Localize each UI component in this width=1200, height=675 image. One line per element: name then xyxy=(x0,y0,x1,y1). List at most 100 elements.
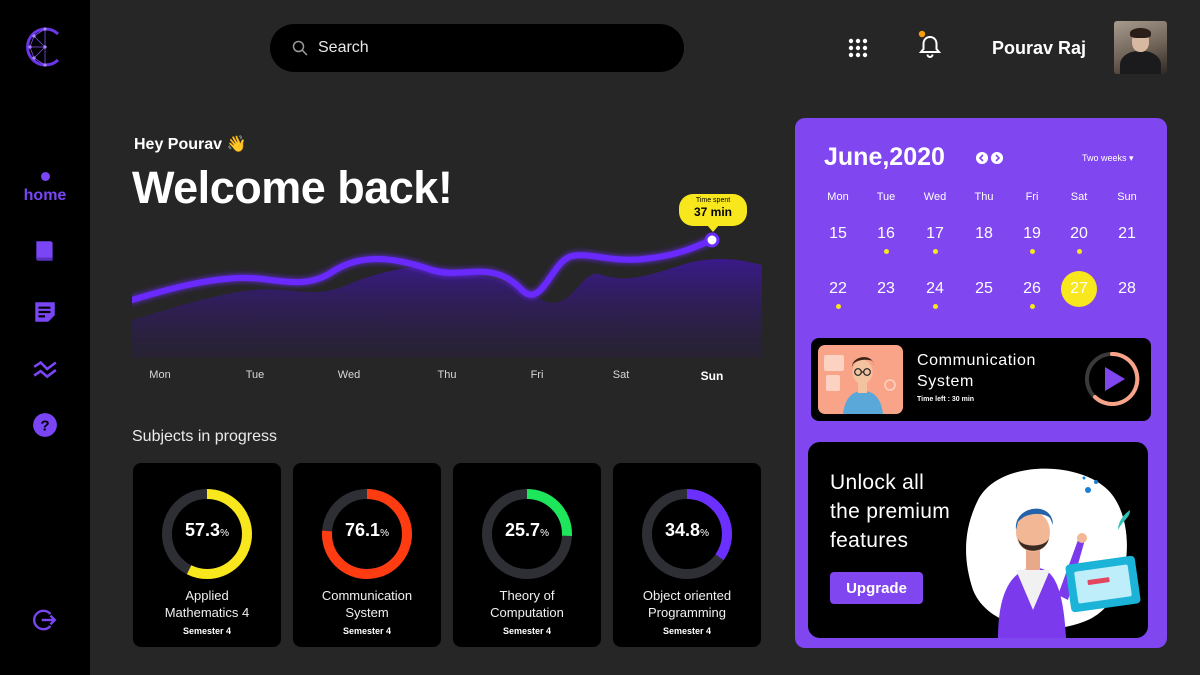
calendar-date[interactable]: 18 xyxy=(975,225,993,242)
subject-card[interactable]: 57.3% Applied Mathematics 4 Semester 4 xyxy=(133,463,281,647)
weekday-label: Fri xyxy=(1025,191,1039,203)
calendar-date[interactable]: 22 xyxy=(829,280,847,297)
svg-text:?: ? xyxy=(40,417,49,434)
notification-bell-icon[interactable] xyxy=(918,30,942,60)
semester-label: Semester 4 xyxy=(662,626,712,636)
current-course-card[interactable]: Communication System Time left : 30 min xyxy=(811,338,1151,421)
subject-name: Communication System xyxy=(321,588,413,620)
day-label-wed: Wed xyxy=(337,369,361,381)
sidebar: home ? xyxy=(0,0,90,675)
chart-area xyxy=(132,258,762,358)
calendar-date[interactable]: 20 xyxy=(1070,225,1088,242)
course-illustration xyxy=(818,345,903,414)
search-bar[interactable] xyxy=(270,24,684,72)
subjects-section-title: Subjects in progress xyxy=(132,428,277,445)
progress-ring xyxy=(642,489,732,579)
day-label-tue: Tue xyxy=(245,369,265,381)
page-title: Welcome back! xyxy=(132,162,453,213)
day-label-sun: Sun xyxy=(700,369,724,383)
play-icon xyxy=(1105,367,1125,391)
notes-icon xyxy=(35,302,55,322)
course-title: Communication System xyxy=(917,352,1036,390)
calendar-date[interactable]: 21 xyxy=(1118,225,1136,242)
sidebar-item-courses[interactable] xyxy=(0,238,90,264)
user-name[interactable]: Pourav Raj xyxy=(992,38,1087,58)
subject-name: Applied Mathematics 4 xyxy=(164,588,250,620)
logo-icon[interactable] xyxy=(22,24,68,70)
premium-promo-card: Unlock all the premium features Upgrade xyxy=(808,442,1148,638)
tooltip-value: 37 min xyxy=(693,205,732,219)
subject-card[interactable]: 76.1% Communication System Semester 4 xyxy=(293,463,441,647)
notification-dot xyxy=(918,30,926,38)
progress-ring xyxy=(162,489,252,579)
next-week-button[interactable] xyxy=(991,152,1003,164)
day-label-sat: Sat xyxy=(612,369,630,381)
day-label-mon: Mon xyxy=(149,369,171,381)
search-icon xyxy=(292,40,308,56)
upgrade-button[interactable]: Upgrade xyxy=(830,572,923,604)
semester-label: Semester 4 xyxy=(342,626,392,636)
subject-card[interactable]: 25.7% Theory of Computation Semester 4 xyxy=(453,463,601,647)
weekday-label: Wed xyxy=(923,191,947,203)
calendar-date[interactable]: 19 xyxy=(1023,225,1041,242)
calendar-date[interactable]: 17 xyxy=(926,225,944,242)
subject-name: Object oriented Programming xyxy=(642,588,732,620)
calendar-date[interactable]: 25 xyxy=(975,280,993,297)
semester-label: Semester 4 xyxy=(502,626,552,636)
progress-ring xyxy=(482,489,572,579)
weekday-label: Sun xyxy=(1117,191,1137,203)
event-dot xyxy=(932,249,938,254)
avatar[interactable] xyxy=(1114,21,1167,74)
calendar-panel: June,2020 Two weeks ▾ Mon Tue Wed Thu Fri Sat… xyxy=(795,118,1167,648)
calendar-date[interactable]: 15 xyxy=(829,225,847,242)
calendar-date-today[interactable]: 27 xyxy=(1061,271,1097,307)
weekday-label: Tue xyxy=(876,191,896,203)
active-indicator xyxy=(40,172,50,181)
event-dot xyxy=(835,304,841,309)
greeting-text: Hey Pourav 👋 xyxy=(134,136,247,153)
progress-value: 25.7% xyxy=(505,520,549,540)
event-dot xyxy=(1029,249,1035,254)
prev-week-button[interactable] xyxy=(976,152,988,164)
chart-point-sun xyxy=(704,232,720,248)
chart-line xyxy=(132,237,715,303)
sidebar-item-home[interactable]: home xyxy=(0,172,90,205)
analytics-icon xyxy=(33,360,57,379)
event-dot xyxy=(1029,304,1035,309)
sidebar-item-analytics[interactable] xyxy=(0,356,90,382)
progress-ring xyxy=(322,489,412,579)
calendar-date[interactable]: 26 xyxy=(1023,280,1041,297)
day-label-thu: Thu xyxy=(437,369,457,381)
subject-card[interactable]: 34.8% Object oriented Programming Semeste… xyxy=(613,463,761,647)
calendar-date[interactable]: 16 xyxy=(877,225,895,242)
sidebar-item-label: home xyxy=(23,187,67,204)
search-input[interactable] xyxy=(318,39,658,57)
calendar-date[interactable]: 23 xyxy=(877,280,895,297)
event-dot xyxy=(1076,249,1082,254)
calendar-month-title: June,2020 xyxy=(824,143,945,171)
tooltip-label: Time spent xyxy=(695,197,731,204)
progress-value: 76.1% xyxy=(345,520,389,540)
calendar-date[interactable]: 28 xyxy=(1118,280,1136,297)
progress-value: 57.3% xyxy=(185,520,229,540)
weekday-label: Sat xyxy=(1070,191,1088,203)
sidebar-item-notes[interactable] xyxy=(0,299,90,325)
sidebar-item-help[interactable]: ? xyxy=(0,412,90,438)
play-button[interactable] xyxy=(1083,350,1141,408)
progress-value: 34.8% xyxy=(665,520,709,540)
promo-illustration xyxy=(966,468,1141,638)
promo-text: Unlock all the premium features xyxy=(830,471,951,552)
calendar-date[interactable]: 24 xyxy=(926,280,944,297)
weekday-label: Mon xyxy=(827,191,849,203)
event-dot xyxy=(932,304,938,309)
event-dot xyxy=(883,249,889,254)
logout-button[interactable] xyxy=(0,607,90,633)
day-label-fri: Fri xyxy=(530,369,544,381)
help-icon: ? xyxy=(33,413,57,437)
activity-chart xyxy=(132,232,762,358)
logout-icon xyxy=(33,609,57,631)
range-select[interactable]: Two weeks ▾ xyxy=(1082,153,1134,163)
weekday-label: Thu xyxy=(974,191,994,203)
apps-grid-icon[interactable] xyxy=(848,38,868,58)
